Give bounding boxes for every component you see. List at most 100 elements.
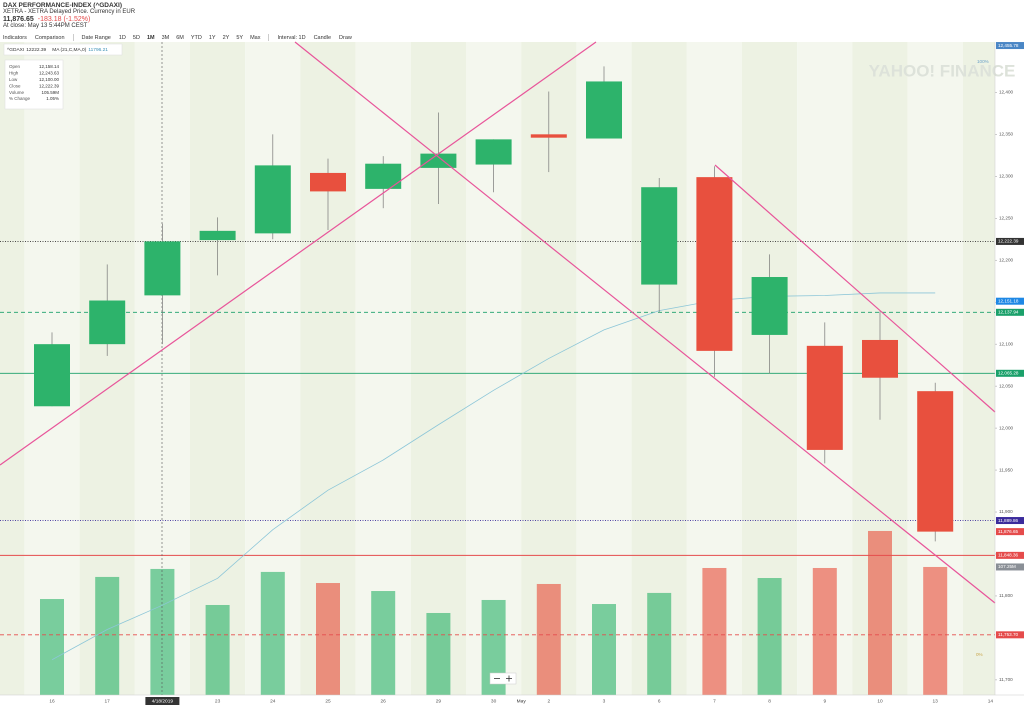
volume-bar [702,567,727,695]
range-button[interactable]: YTD [190,34,202,41]
toolbar-button[interactable]: Indicators [3,34,27,41]
toolbar: Indicators Comparison Date Range 1D 5D 1M 3… [3,34,352,41]
tooltip-value: 12,222.39 [39,83,60,88]
tooltip-box [4,59,64,110]
quote-status: At close: May 13 5:44PM CEST [3,23,88,29]
x-tick-label: 14 [988,698,994,704]
x-tick-label: 6 [658,698,661,704]
range-button[interactable]: 5Y [236,34,244,41]
candle-body [641,187,678,285]
candle-body [254,165,291,234]
y-tick-label: 11,900 [999,509,1013,514]
price-tag [996,369,1024,377]
x-tick-label: 24 [270,698,276,704]
tooltip-label: Close [9,83,21,88]
range-buttons: 1D 5D 1M 3M 6M YTD 1Y 2Y 5Y Max [119,35,261,41]
toolbar-button[interactable]: Draw [339,34,352,41]
quote-price-row: 11,876.65 -183.18 (-1.52%) [3,16,135,23]
stripe [355,42,411,695]
range-button[interactable]: 3M [161,34,170,41]
quote-title: DAX PERFORMANCE-INDEX (^GDAXI) [3,2,122,9]
volume-bar [923,566,948,695]
price-tag [996,308,1024,316]
watermark: YAHOO! FINANCE [869,61,1016,80]
volume-tag-label: 107.25M [998,564,1016,569]
volume-bar [868,530,892,695]
price-tag-label: 12,137.94 [998,310,1019,315]
percent-label: 100% [977,59,989,64]
price-tag-label: 12,151.18 [998,298,1019,303]
x-tick-label: 9 [823,698,826,704]
price-tag [996,297,1024,305]
candle-body [917,391,954,532]
tooltip-value: 1.05% [46,96,59,101]
range-button[interactable]: 2Y [222,34,230,41]
x-tick-label: 23 [215,698,221,704]
separator [268,34,270,41]
x-tick-label: 10 [877,698,883,704]
candle-body [199,230,236,241]
price-tag [996,528,1024,536]
volume-bar [647,592,672,695]
tooltip-value: 12,100.00 [39,77,60,82]
volume-bar [316,583,340,695]
candle-body [586,81,622,139]
toolbar-button[interactable]: Candle [313,34,332,41]
x-tick-label: 26 [381,698,387,704]
axes: 12,40012,35012,30012,25012,20012,15012,1… [0,42,1024,705]
volume-bar [536,583,561,695]
candle-body [475,139,512,165]
range-button[interactable]: 1Y [208,34,216,41]
toolbar-button[interactable]: Comparison [34,34,65,41]
range-button[interactable]: 1M [146,34,155,41]
price-tag [996,517,1024,525]
range-button[interactable]: 1D [118,34,126,41]
price-tag-label: 11,889.86 [998,518,1019,523]
candle-body [144,241,181,296]
y-tick-label: 11,800 [999,593,1013,598]
price-axis-bg [995,42,1024,695]
price-tag [996,42,1024,50]
trendlines [0,41,996,604]
range-button[interactable]: Max [250,34,261,41]
x-tick-label: 13 [933,698,939,704]
stripe [962,42,995,695]
candle-layer [34,66,954,661]
y-tick-label: 12,050 [999,383,1013,388]
candle-body [696,177,733,351]
volume-bar [812,567,837,695]
percent-label: 0% [976,652,983,657]
range-button[interactable]: 6M [176,34,184,41]
range-button[interactable]: 5D [132,34,140,41]
trendline [294,41,996,604]
x-tick-label: 25 [325,698,331,704]
toolbar-button[interactable]: Interval: 1D [277,34,306,41]
volume-bar [40,599,64,695]
month-label: May [517,698,527,704]
y-tick-label: 12,300 [999,174,1013,179]
tooltip-value: 105.59M [41,90,59,95]
stripe [576,42,632,695]
price-tag [996,631,1024,639]
ma-line [51,292,936,661]
candle-body [365,163,402,189]
volume-tag [996,563,1024,571]
x-tick-label: 8 [768,698,771,704]
legend-name: ^GDAXI [7,47,24,53]
candle-body [862,339,898,378]
quote-subtitle: XETRA - XETRA Delayed Price. Currency in… [3,9,136,15]
volume-bar [371,591,396,695]
volume-bar [150,568,175,695]
volume-bar [260,571,285,695]
tooltip-label: Low [9,77,18,82]
toolbar-button[interactable]: Date Range [81,34,111,41]
price-tag-label: 11,848.36 [998,553,1019,558]
y-tick-label: 12,350 [999,132,1013,137]
volume-bar [205,604,230,695]
tooltip-label: % Change [9,96,31,101]
tooltip-value: 12,158.14 [39,64,60,69]
candle-body [310,172,346,192]
y-tick-label: 11,950 [999,467,1013,472]
